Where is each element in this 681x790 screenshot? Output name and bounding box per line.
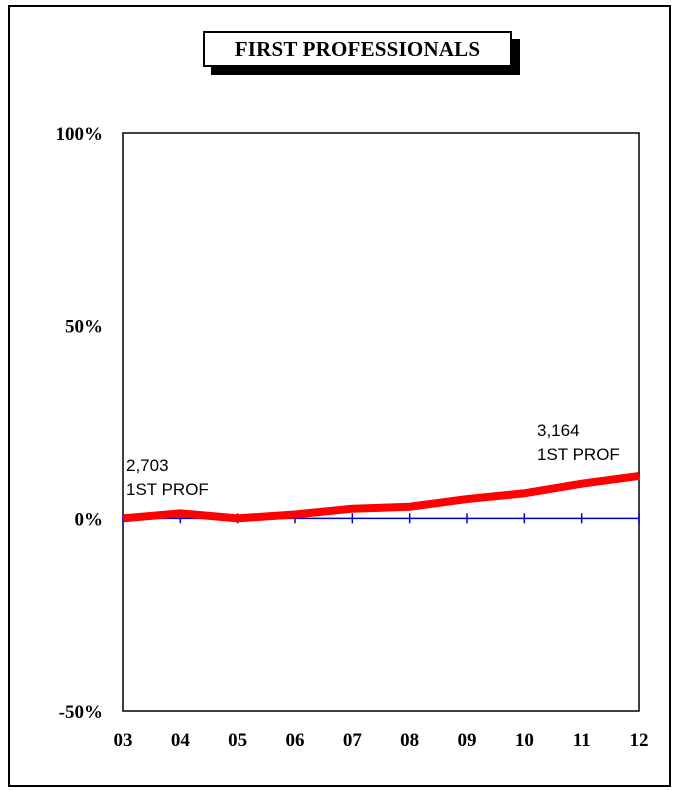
annotation-text-12: 1ST PROF [537,445,620,464]
y-tick-label: 100% [56,124,104,145]
x-tick-label-04: 04 [171,730,191,751]
series-lines [122,471,640,523]
series-line-0 [122,471,640,523]
x-axis-ticks: 03 04 05 06 07 08 09 10 11 12 [114,730,649,751]
annotation-text-12: 3,164 [537,421,580,440]
annotation-text-03: 2,703 [126,456,169,475]
x-tick-label-10: 10 [515,730,534,751]
chart-title: FIRST PROFESSIONALS [203,31,512,67]
x-tick-label-12: 12 [630,730,649,751]
annotation-text-03: 1ST PROF [126,480,209,499]
x-tick-label-05: 05 [228,730,247,751]
x-tick-label-11: 11 [573,730,591,751]
y-tick-label: 0% [75,509,104,530]
y-axis-ticks: 100% 50% 0% -50% [56,124,104,723]
x-tick-label-06: 06 [286,730,305,751]
x-tick-label-08: 08 [400,730,419,751]
plot-area [122,132,640,712]
x-tick-label-03: 03 [114,730,133,751]
y-tick-label: 50% [65,317,103,338]
annotations: 2,703 1ST PROF 3,164 1ST PROF [126,421,620,499]
x-tick-label-07: 07 [343,730,363,751]
x-tick-label-09: 09 [458,730,477,751]
y-tick-label: -50% [59,702,103,723]
